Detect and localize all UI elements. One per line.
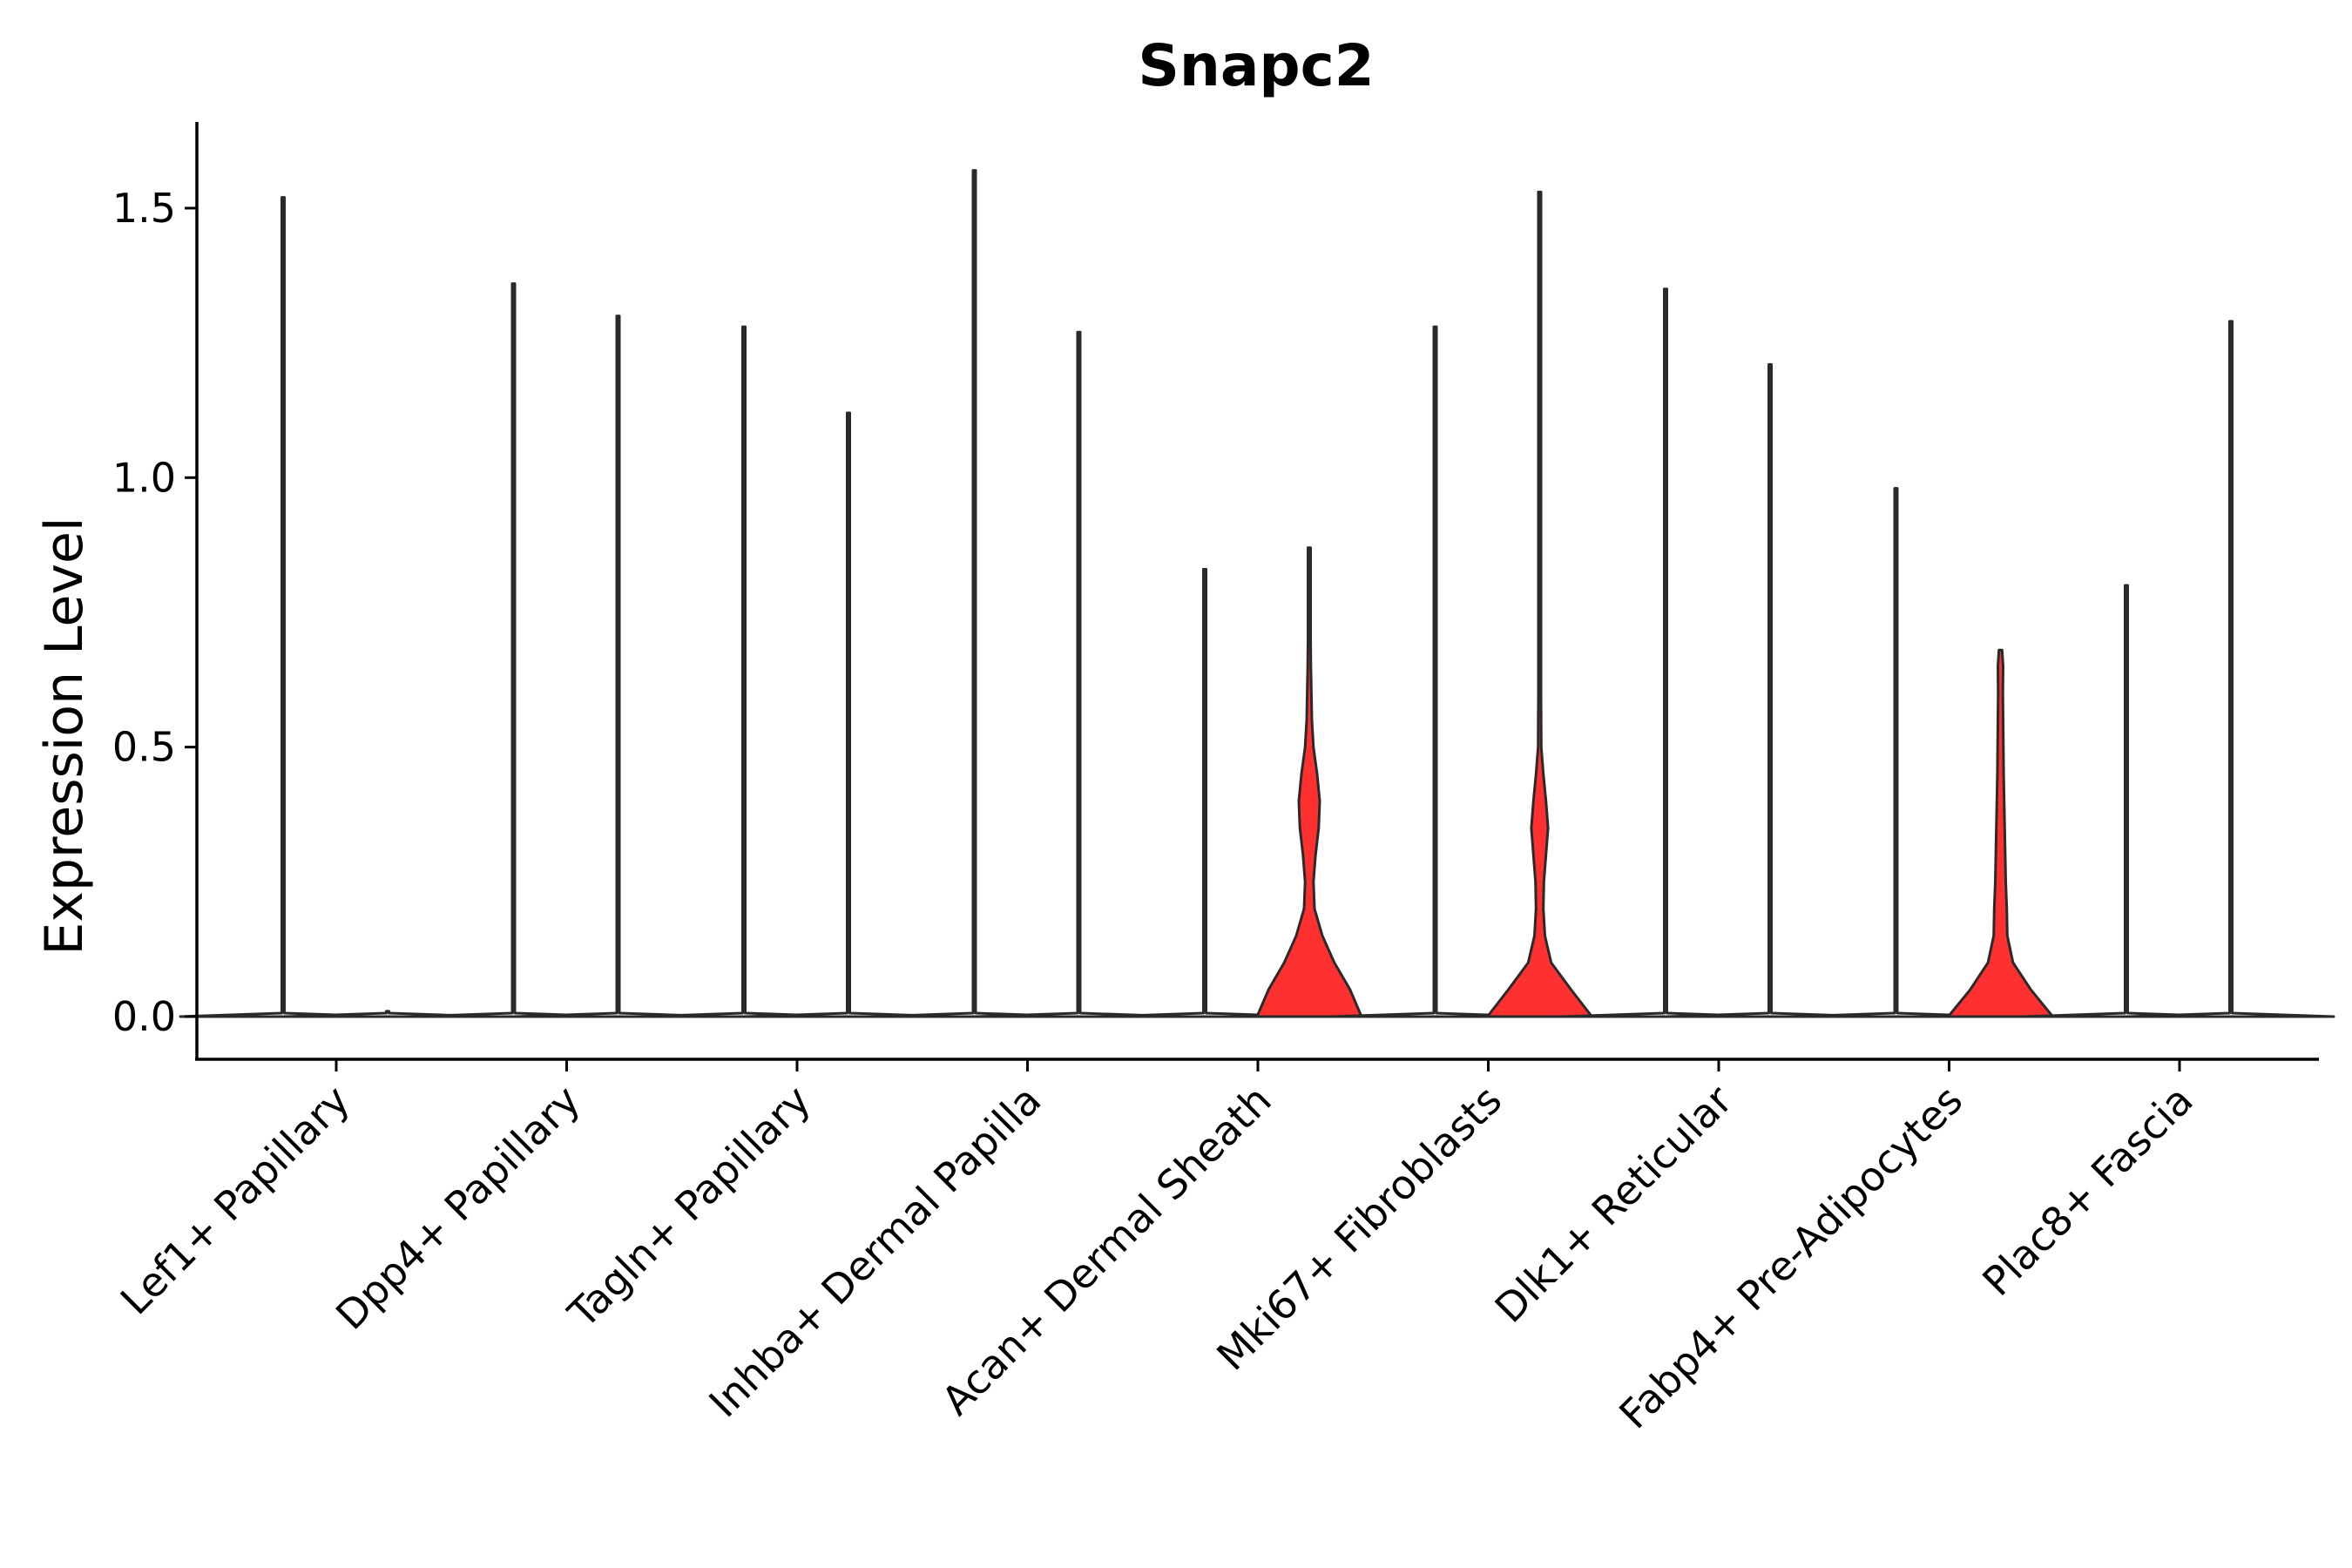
x-tick-label: Plac8+ Fascia: [1973, 1077, 2201, 1305]
violin-group_a: [870, 169, 1078, 1018]
y-tick-label: 0.5: [112, 724, 176, 771]
violin-highlight: [1255, 546, 1363, 1018]
violin-group_a: [179, 196, 388, 1018]
violin-group_a: [409, 282, 618, 1018]
violin-group_b: [2126, 320, 2335, 1018]
violin-group_a: [2022, 584, 2231, 1018]
violin-group_a: [639, 325, 848, 1018]
violin-group_b: [514, 314, 722, 1018]
y-tick-label: 1.0: [112, 454, 176, 501]
y-ticks: 0.0 0.5 1.0 1.5: [112, 185, 197, 1040]
x-tick-label: Lef1+ Papillary: [112, 1077, 359, 1324]
x-tick-label: Dlk1+ Reticular: [1486, 1077, 1741, 1332]
violin-group_b: [975, 330, 1183, 1018]
y-axis-label: Expression Level: [34, 517, 95, 955]
violin-highlight: [1486, 190, 1593, 1018]
violin-group_b: [744, 411, 953, 1018]
violin-highlight: [1947, 648, 2054, 1018]
violin-group_a: [1561, 287, 1770, 1018]
violin-group_b: [1666, 362, 1875, 1018]
violin-group_a: [1792, 487, 2000, 1018]
violin-group_a: [1100, 567, 1309, 1018]
violin-group_a: [1331, 325, 1539, 1018]
y-tick-label: 0.0: [112, 993, 176, 1040]
x-tick-label: Tagln+ Papillary: [558, 1077, 820, 1338]
y-tick-label: 1.5: [112, 185, 176, 232]
violins-layer: [179, 169, 2335, 1018]
x-tick-label: Dpp4+ Papillary: [327, 1077, 589, 1339]
chart-title: Snapc2: [1138, 32, 1374, 99]
